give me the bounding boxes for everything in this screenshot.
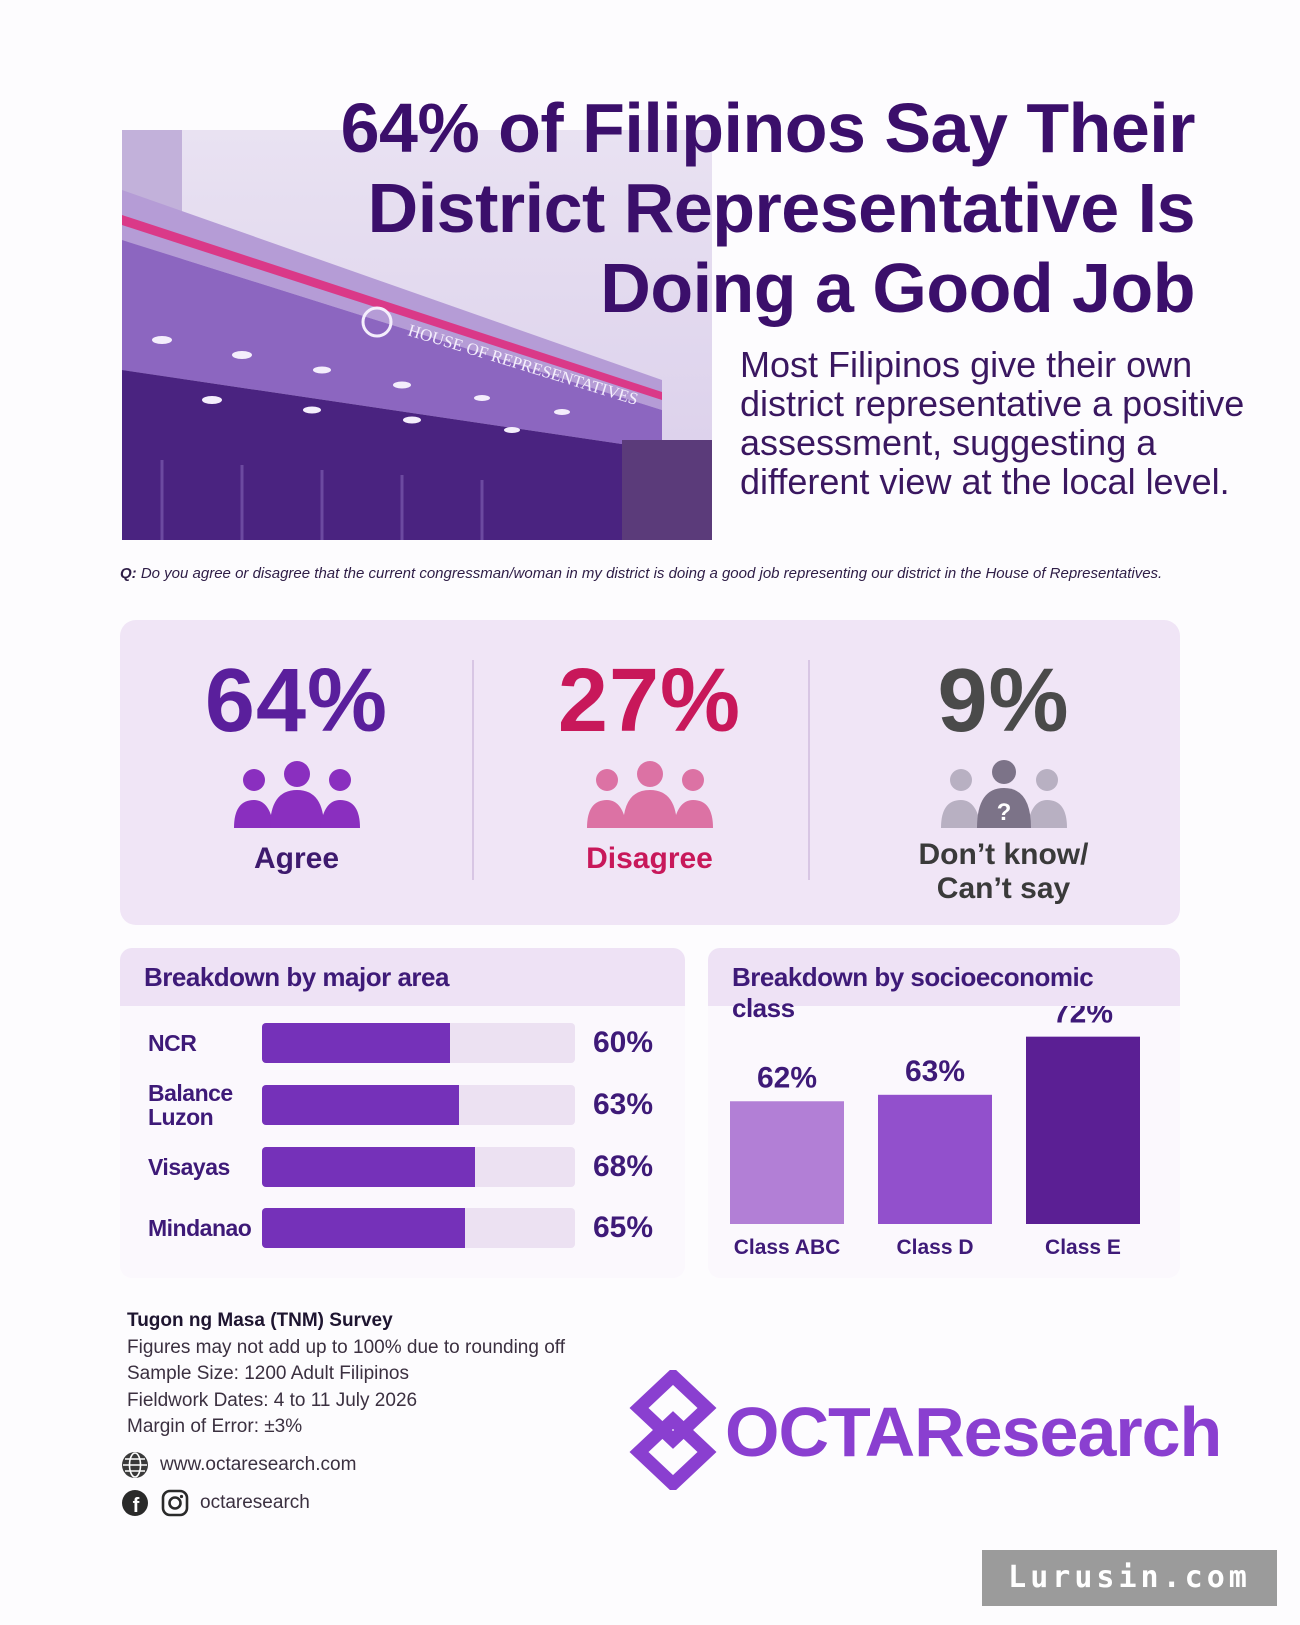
- social-row[interactable]: f octaresearch: [120, 1488, 310, 1518]
- stat-dont-know: 9% ? Don’t know/ Can’t say: [827, 620, 1180, 925]
- area-bar: [262, 1023, 450, 1063]
- survey-question: Q: Do you agree or disagree that the cur…: [120, 562, 1200, 585]
- area-bar-track: [262, 1208, 575, 1248]
- area-bar-label: Balance Luzon: [148, 1080, 233, 1130]
- stat-divider: [808, 660, 810, 880]
- stat-dont-know-pct: 9%: [937, 651, 1070, 751]
- survey-name: Tugon ng Masa (TNM) Survey: [127, 1310, 393, 1331]
- stat-disagree-label: Disagree: [586, 842, 713, 875]
- class-bar: [878, 1094, 992, 1224]
- class-bar-label: Class E: [1045, 1236, 1121, 1259]
- area-bar: [262, 1085, 460, 1125]
- survey-notes: Tugon ng Masa (TNM) Survey Figures may n…: [127, 1308, 565, 1441]
- people-group-icon: [586, 761, 713, 828]
- octa-research-logo: OCTAResearch: [625, 1370, 1222, 1490]
- note-rounding: Figures may not add up to 100% due to ro…: [127, 1336, 566, 1358]
- class-bar: [730, 1101, 844, 1224]
- class-bar-value: 72%: [1053, 1006, 1113, 1030]
- area-bar: [262, 1147, 475, 1187]
- svg-text:f: f: [133, 1495, 140, 1517]
- area-bar-row: Visayas 68%: [120, 1147, 685, 1187]
- class-bar-label: Class ABC: [734, 1236, 841, 1259]
- area-bar-value: 65%: [593, 1211, 654, 1244]
- globe-icon: [122, 1452, 148, 1478]
- area-bar-track: [262, 1085, 575, 1125]
- class-bar-label: Class D: [896, 1236, 973, 1259]
- subtitle: Most Filipinos give their own district r…: [740, 344, 1245, 502]
- website-link[interactable]: www.octaresearch.com: [160, 1454, 357, 1475]
- area-bar-label: NCR: [148, 1030, 197, 1056]
- area-bar-value: 60%: [593, 1026, 654, 1059]
- class-bar-value: 63%: [905, 1055, 965, 1088]
- people-question-icon: ?: [940, 760, 1067, 828]
- class-bar-chart: 62% Class ABC 63% Class D 72% Class E: [730, 1006, 1140, 1259]
- area-breakdown-panel: Breakdown by major area NCR 60% Balance Lu…: [120, 948, 685, 1278]
- class-breakdown-title: Breakdown by socioeconomic class: [708, 948, 1180, 1023]
- area-bar-track: [262, 1023, 575, 1063]
- area-bar-row: Balance Luzon 63%: [120, 1081, 685, 1129]
- area-bar-row: NCR 60%: [120, 1023, 685, 1063]
- svg-text:?: ?: [996, 799, 1011, 826]
- stat-agree-pct: 64%: [204, 651, 389, 751]
- note-sample-size: Sample Size: 1200 Adult Filipinos: [127, 1363, 409, 1384]
- stat-dont-know-label: Don’t know/ Can’t say: [918, 838, 1089, 905]
- note-fieldwork-dates: Fieldwork Dates: 4 to 11 July 2026: [127, 1389, 418, 1411]
- area-bar-track: [262, 1147, 575, 1187]
- area-bar-value: 68%: [593, 1150, 654, 1183]
- note-margin-of-error: Margin of Error: ±3%: [127, 1416, 303, 1437]
- question-text: Do you agree or disagree that the curren…: [140, 565, 1163, 582]
- area-bar-row: Mindanao 65%: [120, 1208, 685, 1248]
- class-bar-value: 62%: [757, 1061, 817, 1094]
- watermark: Lurusin.com: [982, 1550, 1277, 1606]
- house-of-representatives-photo: HOUSE OF REPRESENTATIVES: [122, 130, 712, 540]
- area-bar-value: 63%: [593, 1088, 654, 1121]
- octa-logo-mark-icon: [629, 1370, 717, 1490]
- website-row[interactable]: www.octaresearch.com: [120, 1450, 356, 1480]
- stat-agree: 64% Agree: [120, 620, 473, 925]
- instagram-icon[interactable]: [160, 1488, 190, 1518]
- class-bar: [1026, 1036, 1140, 1224]
- area-bar-label: Mindanao: [148, 1215, 252, 1241]
- headline: 64% of Filipinos Say Their District Repr…: [340, 89, 1196, 327]
- summary-panel: 64% Agree 27% Disagree 9%: [120, 620, 1180, 925]
- stat-disagree: 27% Disagree: [473, 620, 826, 925]
- area-bar: [262, 1208, 466, 1248]
- stat-disagree-pct: 27%: [557, 651, 742, 751]
- social-handle[interactable]: octaresearch: [200, 1492, 310, 1513]
- stat-divider: [472, 660, 474, 880]
- facebook-icon[interactable]: f: [120, 1488, 150, 1518]
- octa-logo-text: OCTAResearch: [725, 1393, 1222, 1471]
- area-bar-label: Visayas: [148, 1154, 230, 1180]
- area-breakdown-title: Breakdown by major area: [120, 948, 685, 1006]
- stat-agree-label: Agree: [253, 842, 340, 875]
- people-group-icon: [233, 761, 360, 828]
- class-breakdown-panel: Breakdown by socioeconomic class 62% Clas…: [708, 948, 1180, 1278]
- question-prefix: Q:: [120, 565, 137, 582]
